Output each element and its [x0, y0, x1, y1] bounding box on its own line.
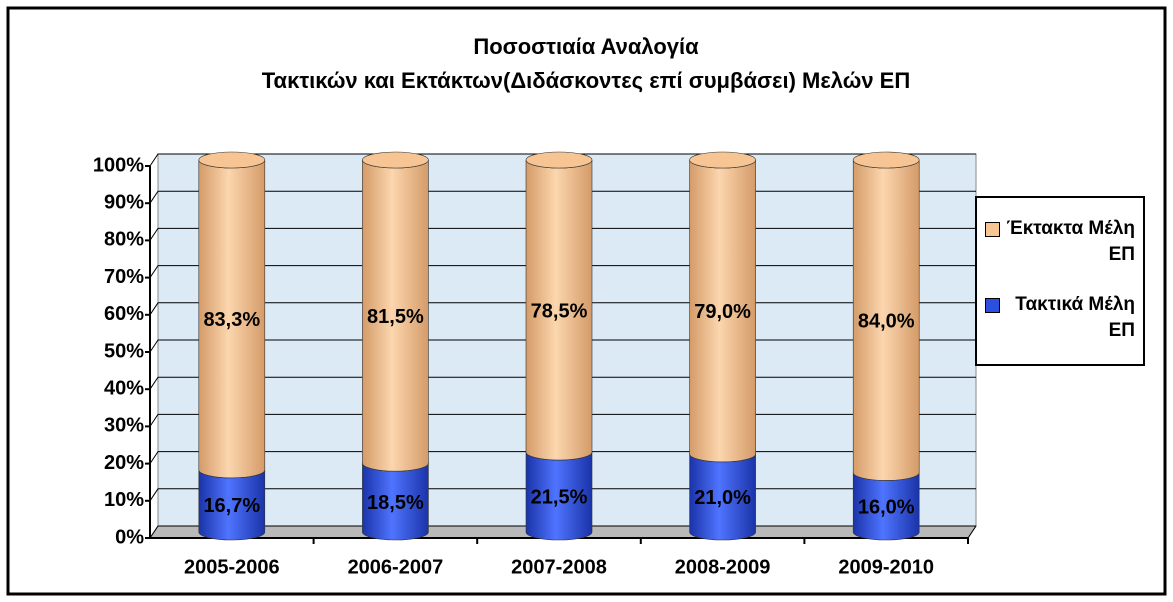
floor-edge	[967, 525, 977, 539]
y-tick-label: 70%	[104, 266, 144, 288]
y-tick-label: 30%	[104, 415, 144, 437]
cylinder-cap	[525, 151, 593, 169]
chart-subtitle: Τακτικών και Εκτάκτων(Διδάσκοντες επί συ…	[262, 68, 910, 93]
legend-swatch	[985, 298, 1000, 313]
y-tick-label: 10%	[104, 489, 144, 511]
value-label: 84,0%	[858, 311, 915, 333]
legend-label: Τακτικά Μέλη ΕΠ	[1015, 294, 1135, 341]
value-label: 83,3%	[203, 309, 260, 331]
chart-title: Ποσοστιαία Αναλογία	[473, 34, 699, 59]
legend-label: Έκτακτα Μέλη ΕΠ	[1006, 218, 1135, 265]
legend-item: Έκτακτα Μέλη ΕΠ	[985, 216, 1135, 268]
value-label: 16,7%	[203, 495, 260, 517]
legend-swatch	[985, 222, 1000, 237]
cylinder-cap	[198, 151, 266, 169]
x-tick-label: 2009-2010	[838, 556, 934, 578]
x-tick-label: 2006-2007	[348, 556, 444, 578]
y-tick-label: 20%	[104, 452, 144, 474]
value-label: 21,0%	[694, 487, 751, 509]
cylinder-cap	[852, 151, 920, 169]
y-tick-label: 60%	[104, 303, 144, 325]
value-label: 81,5%	[367, 306, 424, 328]
y-tick-label: 80%	[104, 229, 144, 251]
cylinder-cap	[362, 151, 429, 169]
value-label: 21,5%	[531, 486, 588, 508]
y-tick-label: 90%	[104, 191, 144, 213]
value-label: 78,5%	[531, 300, 588, 322]
y-tick-label: 100%	[93, 154, 144, 176]
value-label: 18,5%	[367, 492, 424, 514]
y-tick-label: 50%	[104, 340, 144, 362]
cylinder-cap	[689, 151, 756, 169]
value-label: 16,0%	[858, 497, 915, 519]
value-label: 79,0%	[694, 301, 751, 323]
legend-item: Τακτικά Μέλη ΕΠ	[985, 292, 1135, 344]
x-tick-label: 2008-2009	[675, 556, 771, 578]
x-tick-label: 2005-2006	[184, 556, 280, 578]
y-tick-label: 0%	[115, 526, 144, 548]
legend: Έκτακτα Μέλη ΕΠ Τακτικά Μέλη ΕΠ	[975, 196, 1145, 366]
x-tick-label: 2007-2008	[511, 556, 607, 578]
y-tick-label: 40%	[104, 377, 144, 399]
